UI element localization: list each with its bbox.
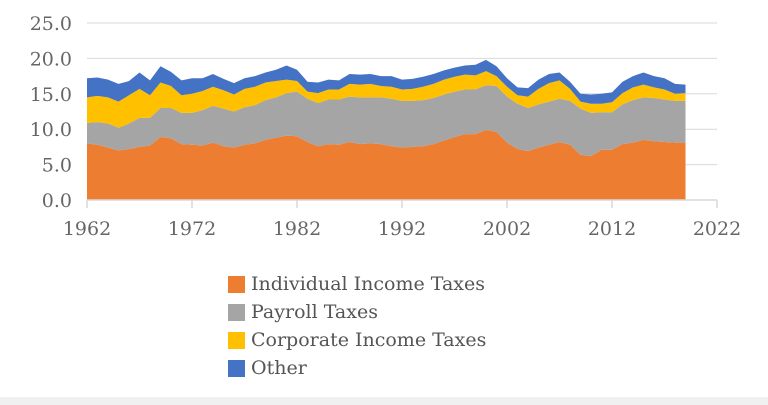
legend-swatch — [228, 331, 245, 349]
legend-item-individual: Individual Income Taxes — [228, 270, 486, 298]
y-tick-label: 20.0 — [30, 48, 72, 70]
legend-swatch — [228, 303, 245, 321]
y-tick-label: 25.0 — [30, 13, 72, 35]
y-tick-label: 5.0 — [42, 155, 72, 177]
x-tick-label: 2022 — [693, 218, 741, 240]
y-tick-label: 0.0 — [42, 190, 72, 212]
area-series-2 — [87, 71, 686, 128]
y-tick-label: 10.0 — [30, 119, 72, 141]
y-tick-label: 15.0 — [30, 84, 72, 106]
legend-label: Corporate Income Taxes — [251, 329, 487, 351]
x-tick-label: 1972 — [168, 218, 216, 240]
x-tick-label: 1982 — [273, 218, 321, 240]
legend-swatch — [228, 275, 245, 293]
x-tick-label: 1962 — [63, 218, 111, 240]
legend-label: Payroll Taxes — [251, 301, 378, 323]
area-series-0 — [87, 129, 686, 200]
legend-label: Other — [251, 357, 307, 379]
x-tick-label: 1992 — [378, 218, 426, 240]
legend-item-corporate: Corporate Income Taxes — [228, 326, 486, 354]
legend-item-other: Other — [228, 354, 486, 382]
x-tick-label: 2002 — [483, 218, 531, 240]
legend: Individual Income Taxes Payroll Taxes Co… — [228, 270, 486, 382]
x-tick-label: 2012 — [588, 218, 636, 240]
legend-label: Individual Income Taxes — [251, 273, 485, 295]
bottom-strip — [0, 397, 768, 405]
legend-item-payroll: Payroll Taxes — [228, 298, 486, 326]
area-series-1 — [87, 85, 686, 157]
legend-swatch — [228, 359, 245, 377]
area-series-3 — [87, 59, 686, 104]
